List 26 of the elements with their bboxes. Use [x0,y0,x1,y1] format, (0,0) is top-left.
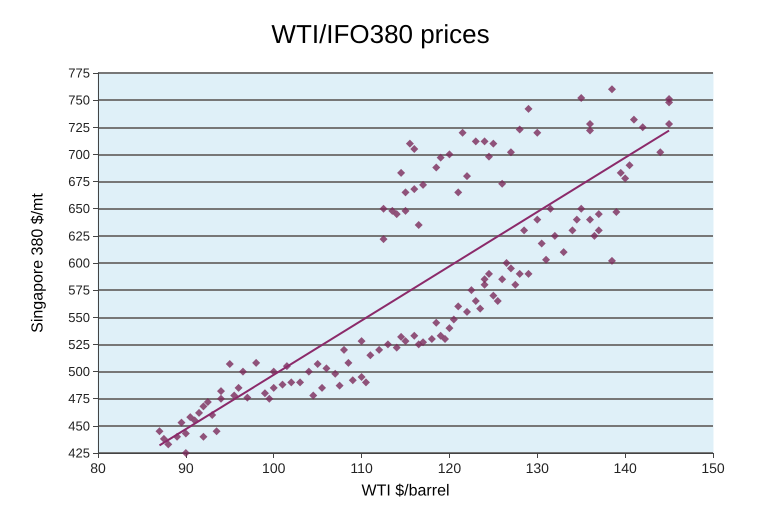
x-axis-title: WTI $/barrel [361,482,450,500]
y-tick-label: 475 [68,391,90,406]
x-tick-label: 100 [262,460,286,476]
y-tick-label: 775 [68,66,90,80]
x-tick-label: 80 [90,460,106,476]
y-tick-label: 450 [68,418,90,434]
y-tick-label: 650 [68,201,90,216]
x-tick-label: 150 [701,460,725,476]
x-tick-label: 110 [350,460,373,476]
y-tick-label: 625 [68,228,90,244]
chart-title: WTI/IFO380 prices [271,19,490,49]
y-tick-label: 525 [68,336,90,352]
x-tick-label: 120 [438,460,462,476]
x-tick-label: 90 [178,460,194,476]
y-tick-label: 750 [68,92,90,108]
x-tick-label: 140 [613,460,638,476]
y-tick-label: 425 [68,446,90,460]
y-tick-label: 575 [68,282,90,298]
y-tick-label: 700 [68,146,90,162]
y-tick-label: 725 [68,120,90,135]
y-tick-label: 675 [68,174,90,190]
y-tick-label: 500 [68,364,90,380]
y-tick-label: 550 [68,310,90,325]
x-tick-label: 130 [526,460,550,476]
y-axis-title: Singapore 380 $/mt [30,192,46,333]
y-tick-label: 600 [68,256,90,270]
